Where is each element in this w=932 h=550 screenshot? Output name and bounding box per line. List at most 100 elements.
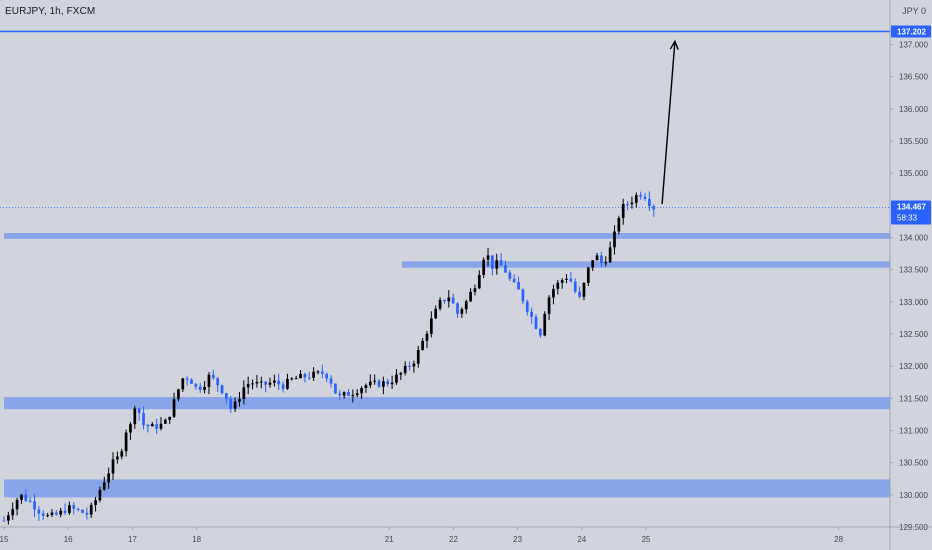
time-tick-label: 28 <box>834 535 843 544</box>
candle-body <box>268 382 272 385</box>
zone-0 <box>4 479 890 498</box>
candle-body <box>390 382 394 385</box>
price-tick-label: 132.000 <box>899 362 928 371</box>
candle-body <box>560 280 564 283</box>
candle-body <box>85 512 89 515</box>
candle-body <box>15 499 19 510</box>
candle-body <box>194 383 198 387</box>
candle-body <box>582 282 586 297</box>
time-tick-label: 16 <box>64 535 73 544</box>
candle-body <box>303 373 307 378</box>
candle-body <box>521 289 525 302</box>
candle-body <box>395 374 398 383</box>
candle-body <box>456 303 459 314</box>
candle-body <box>28 500 32 502</box>
candle-body <box>451 297 455 304</box>
candle-body <box>429 318 433 334</box>
candle-body <box>94 500 97 505</box>
candle-body <box>368 381 372 386</box>
candle-body <box>207 374 211 387</box>
candle-body <box>569 278 573 282</box>
candle-body <box>238 398 241 402</box>
candle-body <box>491 255 494 269</box>
price-tick-label: 131.500 <box>899 394 928 403</box>
candle-body <box>495 260 499 269</box>
target-price-tag <box>891 25 931 38</box>
currency-menu-label: JPY <box>902 6 919 16</box>
candle-body <box>307 377 311 379</box>
candle-body <box>648 198 651 207</box>
price-tick-label: 132.500 <box>899 330 928 339</box>
candle-body <box>142 413 145 425</box>
candle-body <box>434 308 438 319</box>
candle-body <box>81 509 84 513</box>
time-tick-label: 21 <box>385 535 394 544</box>
candle-body <box>24 494 28 501</box>
price-tick-label: 135.500 <box>899 137 928 146</box>
candle-body <box>329 378 333 384</box>
candle-body <box>203 386 206 390</box>
candle-body <box>539 328 542 336</box>
candle-body <box>286 378 289 389</box>
candle-body <box>613 231 616 248</box>
candle-body <box>342 392 346 396</box>
candle-body <box>107 473 111 483</box>
candle-body <box>242 387 246 399</box>
candle-body <box>277 380 281 385</box>
projection-arrow <box>661 39 679 205</box>
candle-body <box>133 408 137 425</box>
price-tick-label: 131.000 <box>899 427 928 436</box>
price-tick-label: 130.000 <box>899 491 928 500</box>
candle-body <box>41 513 45 516</box>
price-tick-label: 136.500 <box>899 73 928 82</box>
candle-body <box>37 509 41 514</box>
candle-body <box>172 399 176 417</box>
price-tick-label: 133.500 <box>899 266 928 275</box>
candle-body <box>525 301 529 312</box>
candle-body <box>617 218 621 232</box>
candle-body <box>290 378 294 380</box>
currency-selector[interactable]: JPY 0 <box>902 6 926 16</box>
candle-body <box>33 501 36 510</box>
candle-body <box>634 195 638 203</box>
arrow-shaft <box>661 41 676 205</box>
price-axis[interactable]: 137.000 136.500 136.000 135.500 135.000 134.0… <box>889 0 928 550</box>
symbol-title[interactable]: EURJPY, 1h, FXCM <box>5 6 96 17</box>
price-tick-label: 133.000 <box>899 298 928 307</box>
candle-body <box>111 459 115 474</box>
time-axis[interactable]: 15 16 17 18 21 22 23 24 25 28 <box>0 526 932 544</box>
zone-2 <box>402 261 890 268</box>
candle-body <box>46 515 49 517</box>
candle-body <box>386 381 390 385</box>
candle-body <box>412 363 416 367</box>
candle-body <box>443 299 446 302</box>
candle-body <box>76 508 80 510</box>
time-tick-label: 25 <box>642 535 651 544</box>
candle-body <box>530 311 533 317</box>
candle-body <box>477 274 481 289</box>
candle-body <box>504 265 507 273</box>
candle-body <box>473 288 477 292</box>
candle-body <box>334 383 337 394</box>
candle-body <box>150 424 154 427</box>
candle-body <box>556 282 560 289</box>
candle-body <box>316 371 320 373</box>
candle-body <box>120 451 124 457</box>
candle-body <box>508 272 512 279</box>
candle-body <box>621 204 625 219</box>
candle-body <box>325 373 329 379</box>
price-tick-label: 130.500 <box>899 459 928 468</box>
candle-body <box>159 423 163 429</box>
candle-body <box>639 195 643 197</box>
candle-body <box>565 278 568 281</box>
candle-body <box>233 401 237 409</box>
candle-body <box>377 380 381 387</box>
candle-body <box>347 392 350 396</box>
candle-body <box>351 395 355 397</box>
time-tick-label: 23 <box>513 535 522 544</box>
candle-body <box>177 389 180 400</box>
candle-body <box>543 313 547 336</box>
candle-body <box>59 510 63 515</box>
candle-body <box>54 512 58 515</box>
